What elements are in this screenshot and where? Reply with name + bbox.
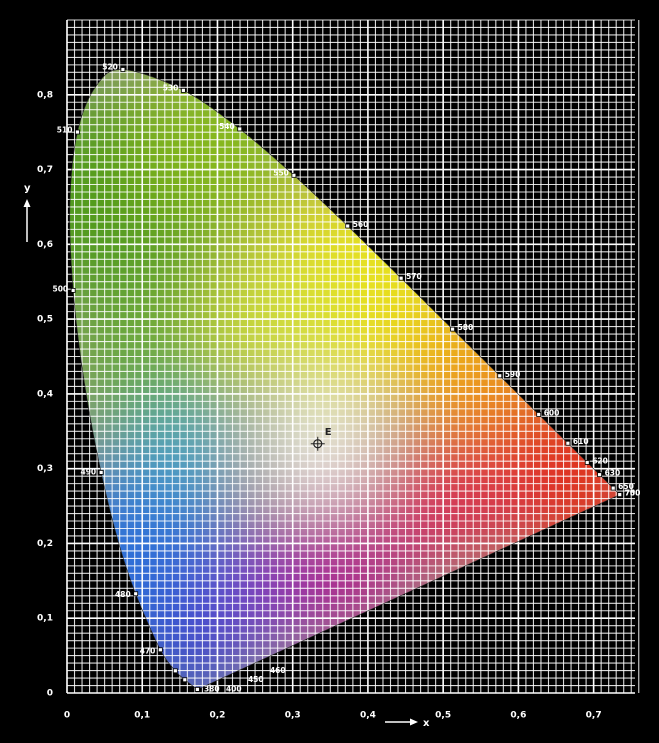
wavelength-label: 560 [353, 220, 369, 229]
wavelength-label: 520 [102, 63, 118, 72]
wavelength-marker [610, 485, 616, 491]
wavelength-label: 470 [140, 646, 156, 655]
wavelength-marker [345, 223, 351, 229]
y-axis-label: y [24, 183, 31, 194]
x-tick-label: 0,3 [285, 711, 301, 721]
wavelength-marker [450, 326, 455, 332]
wavelength-marker [237, 126, 243, 132]
wavelength-marker [157, 647, 163, 653]
wavelength-label: 460 [270, 666, 286, 675]
wavelength-marker [182, 677, 188, 683]
wavelength-marker [291, 172, 297, 178]
y-tick-label: 0,5 [37, 315, 53, 325]
y-tick-label: 0,8 [37, 90, 53, 100]
x-tick-label: 0,2 [209, 711, 225, 721]
wavelength-label: 530 [163, 83, 179, 92]
x-tick-label: 0,7 [586, 711, 602, 721]
y-arrowhead [23, 199, 31, 207]
wavelength-label: 650 [618, 482, 634, 491]
wavelength-label: 540 [219, 122, 235, 131]
wavelength-marker [75, 129, 80, 135]
wavelength-label: 570 [406, 272, 422, 281]
wavelength-label: 750 [625, 489, 641, 498]
wavelength-marker [70, 287, 76, 293]
wavelength-label: 590 [505, 370, 521, 379]
wavelength-marker [172, 668, 178, 674]
y-tick-label: 0,4 [37, 389, 53, 399]
wavelength-marker [133, 591, 139, 597]
wavelength-marker [617, 492, 623, 498]
wavelength-label: 700 [625, 489, 641, 498]
y-tick-label: 0,1 [37, 614, 53, 624]
wavelength-marker [398, 275, 404, 281]
x-tick-label: 0 [64, 711, 70, 721]
wavelength-label: 510 [57, 125, 73, 134]
wavelength-label: 400 [226, 684, 242, 693]
wavelength-label: 480 [115, 590, 131, 599]
y-tick-label: 0,3 [37, 464, 53, 474]
wavelength-marker [98, 470, 104, 475]
wavelength-marker [180, 87, 186, 93]
wavelength-marker [597, 472, 602, 478]
y-tick-label: 0,7 [37, 165, 53, 175]
wavelength-marker [584, 460, 590, 465]
wavelength-label: 450 [248, 675, 264, 684]
x-arrowhead [410, 718, 418, 726]
x-tick-label: 0,6 [510, 711, 526, 721]
y-tick-label: 0 [47, 689, 53, 699]
wavelength-label: 600 [544, 408, 560, 417]
wavelength-marker [536, 412, 542, 417]
wavelength-marker [194, 687, 200, 692]
wavelength-label: 550 [273, 168, 289, 177]
x-tick-label: 0,1 [134, 711, 150, 721]
x-axis-label: x [423, 718, 430, 729]
grid [66, 19, 640, 694]
wavelength-label: 630 [605, 469, 621, 478]
wavelength-marker [120, 67, 126, 72]
wavelength-label: 380 [204, 684, 220, 693]
wavelength-marker [565, 440, 571, 446]
wavelength-label: 580 [458, 323, 474, 332]
point-label: E [325, 427, 332, 438]
x-tick-label: 0,5 [435, 711, 451, 721]
spectral-locus [69, 69, 621, 691]
wavelength-label: 500 [53, 284, 69, 293]
wavelength-label: 620 [592, 456, 608, 465]
y-tick-label: 0,6 [37, 240, 53, 250]
wavelength-marker [497, 373, 503, 379]
wavelength-label: 610 [573, 437, 589, 446]
x-tick-label: 0,4 [360, 711, 376, 721]
y-tick-label: 0,2 [37, 539, 53, 549]
marks: 380 400 450 460 470 480 490 500 510 520 530 540 550 5… [53, 63, 641, 694]
wavelength-label: 490 [80, 468, 96, 477]
